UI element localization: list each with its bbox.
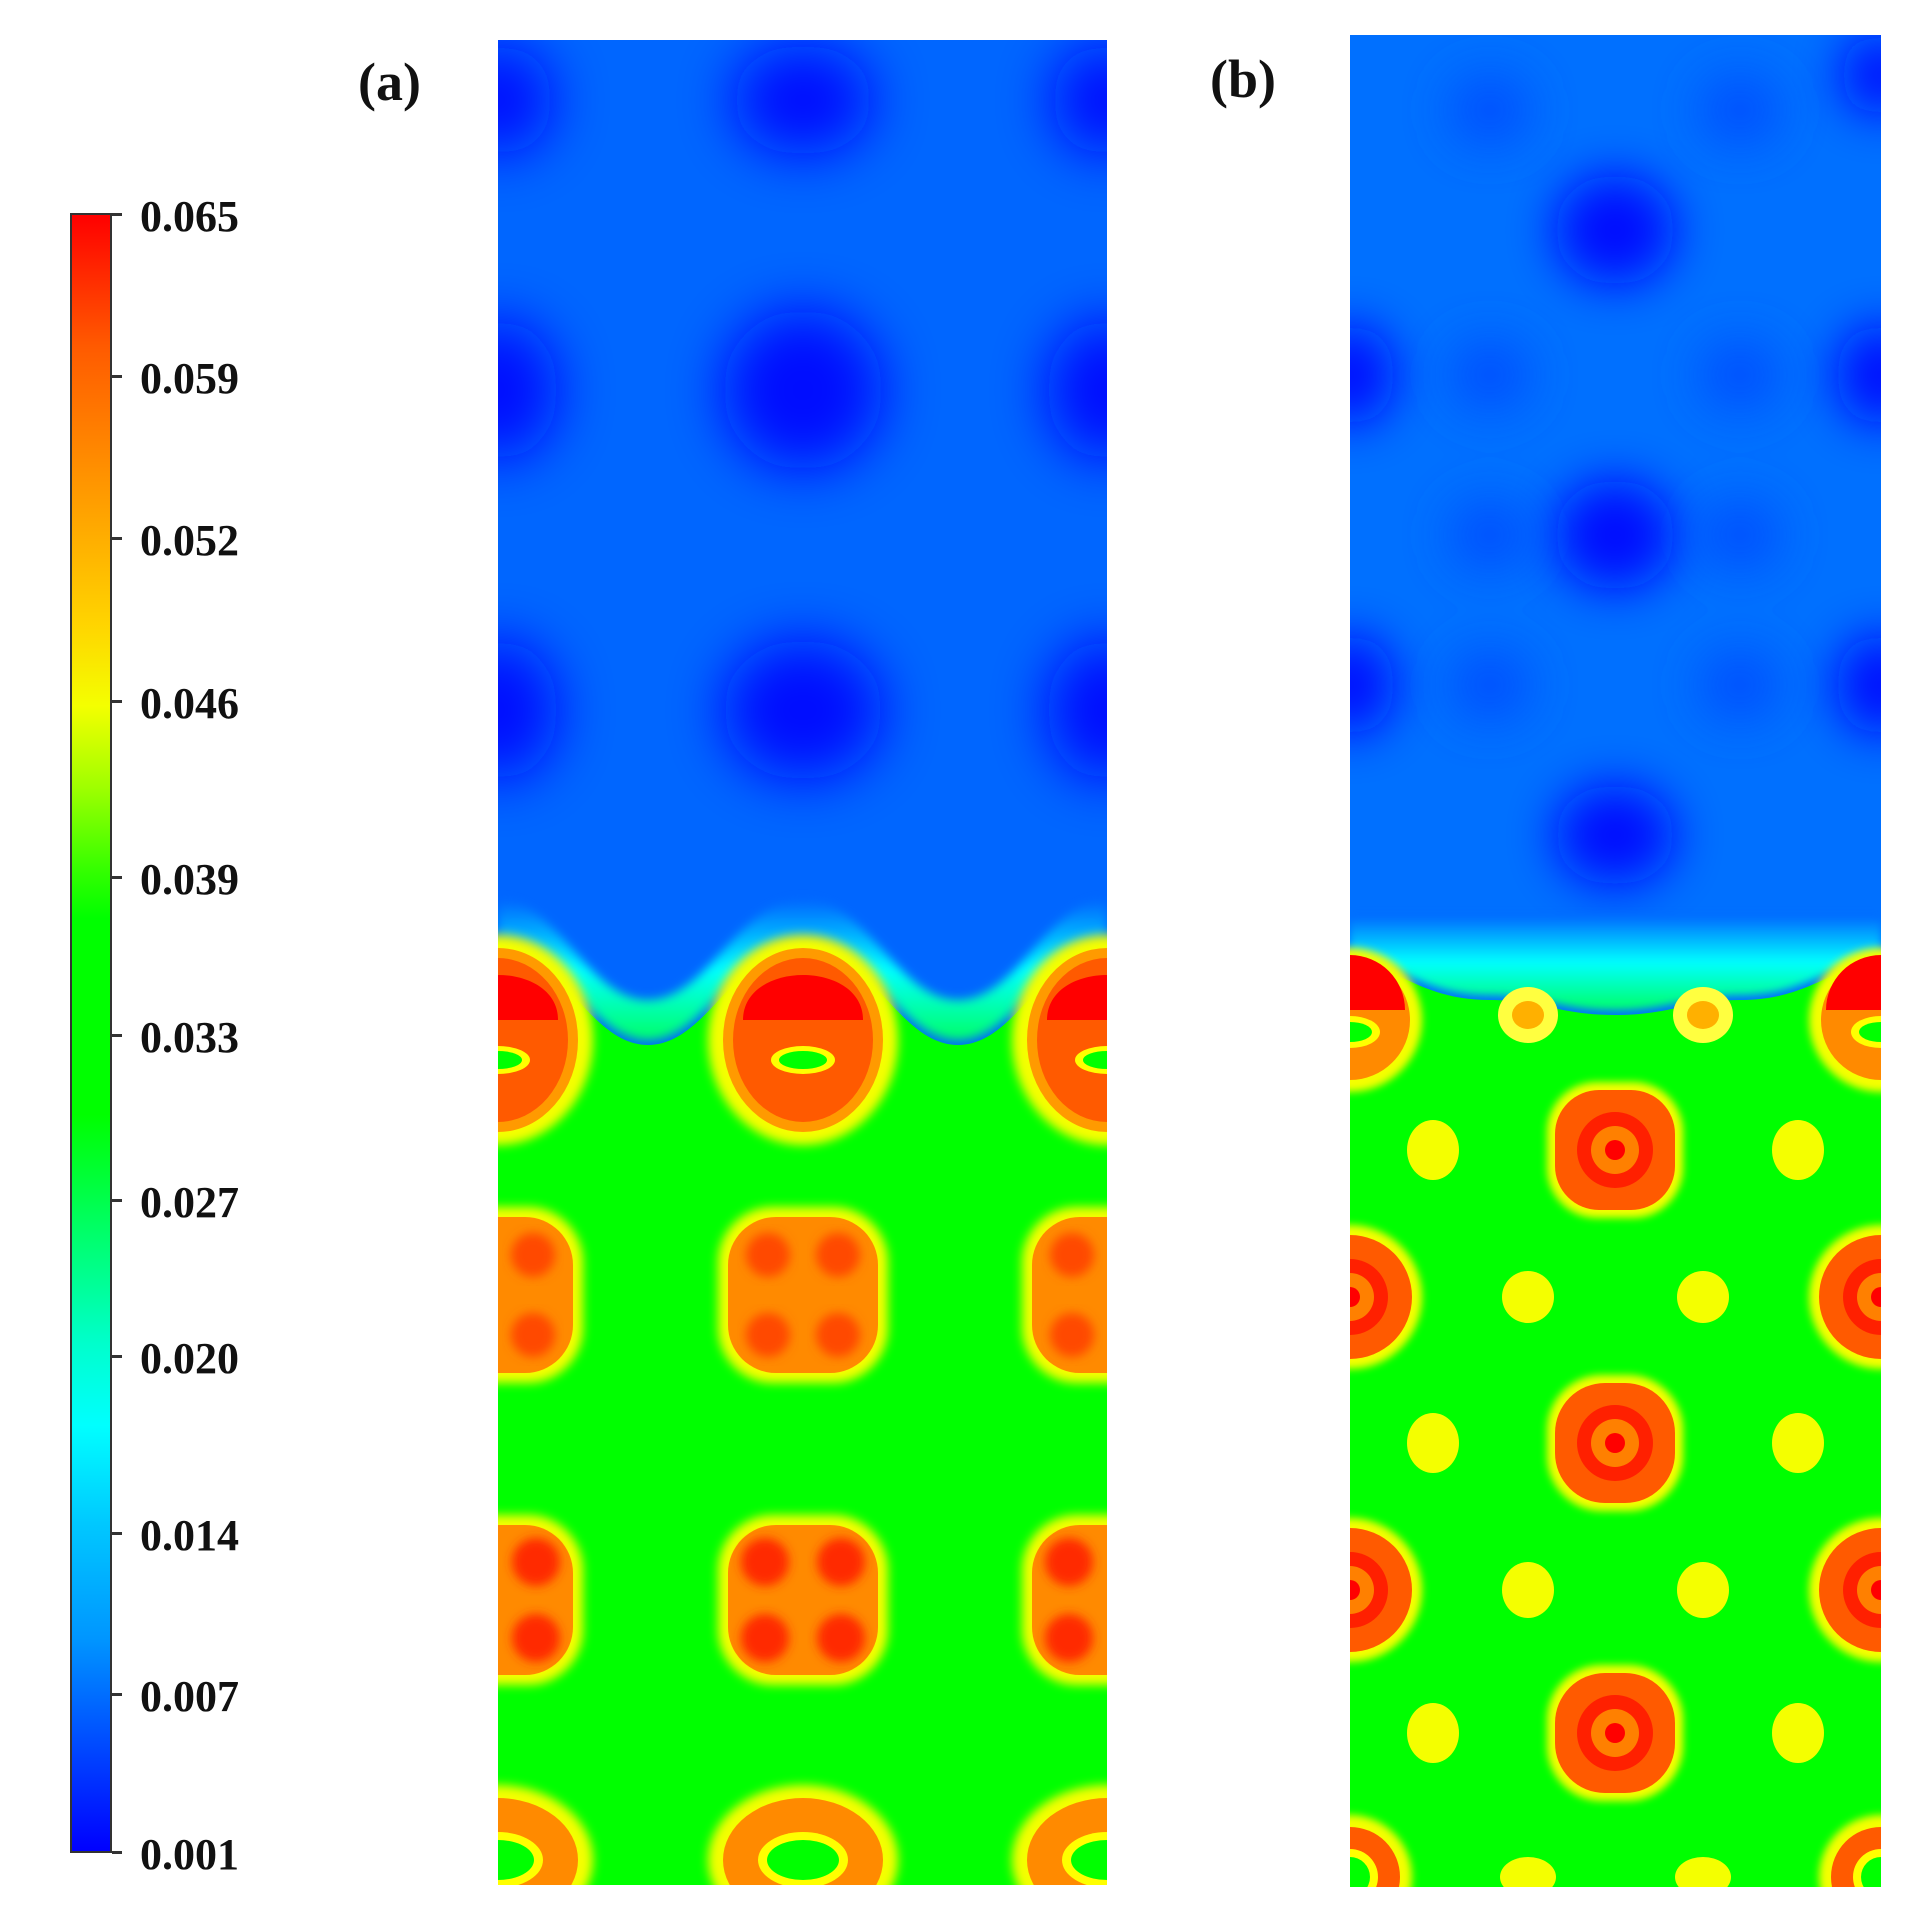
colorbar-tick-label: 0.014 — [140, 1511, 239, 1560]
precipitate-corner-rings — [1350, 948, 1881, 1092]
colorbar-tick-label: 0.059 — [140, 354, 239, 403]
colorbar-tick-label: 0.027 — [140, 1178, 239, 1227]
colorbar-tick — [112, 537, 122, 540]
small-precipitates — [1407, 987, 1824, 1887]
colorbar-tick — [112, 1199, 122, 1202]
colorbar-tick — [112, 1693, 122, 1696]
colorbar-tick — [112, 375, 122, 378]
contour-panel-a — [498, 40, 1107, 1885]
colorbar-gradient — [70, 213, 112, 1853]
colorbar-tick-label: 0.020 — [140, 1334, 239, 1383]
colorbar-tick-label: 0.052 — [140, 516, 239, 565]
colorbar-tick — [112, 1851, 122, 1854]
precipitate-row-3 — [498, 1515, 1107, 1685]
interface-band — [498, 900, 1107, 1040]
colorbar-tick — [112, 700, 122, 703]
colorbar-tick-label: 0.046 — [140, 679, 239, 728]
precipitate-row-2 — [498, 1207, 1107, 1383]
contour-panel-b — [1350, 35, 1881, 1887]
colorbar-tick-label: 0.007 — [140, 1672, 239, 1721]
panel-a-label: (a) — [358, 52, 421, 112]
colorbar-tick — [112, 213, 122, 216]
colorbar-tick — [112, 1034, 122, 1037]
colorbar-tick — [112, 1532, 122, 1535]
colorbar-tick-label: 0.039 — [140, 855, 239, 904]
colorbar-tick-label: 0.065 — [140, 192, 239, 241]
precipitate-edge-column — [1350, 1225, 1881, 1887]
interface-band — [1350, 915, 1881, 1010]
precipitate-row-1 — [498, 935, 1107, 1145]
high-concentration-region — [498, 945, 1107, 1885]
precipitate-row-4 — [498, 1785, 1107, 1885]
colorbar-tick — [112, 876, 122, 879]
colorbar-tick-label: 0.001 — [140, 1830, 239, 1879]
panel-b-label: (b) — [1210, 49, 1276, 109]
colorbar-tick — [112, 1355, 122, 1358]
colorbar-tick-label: 0.033 — [140, 1013, 239, 1062]
precipitate-center-column — [1547, 1082, 1683, 1801]
